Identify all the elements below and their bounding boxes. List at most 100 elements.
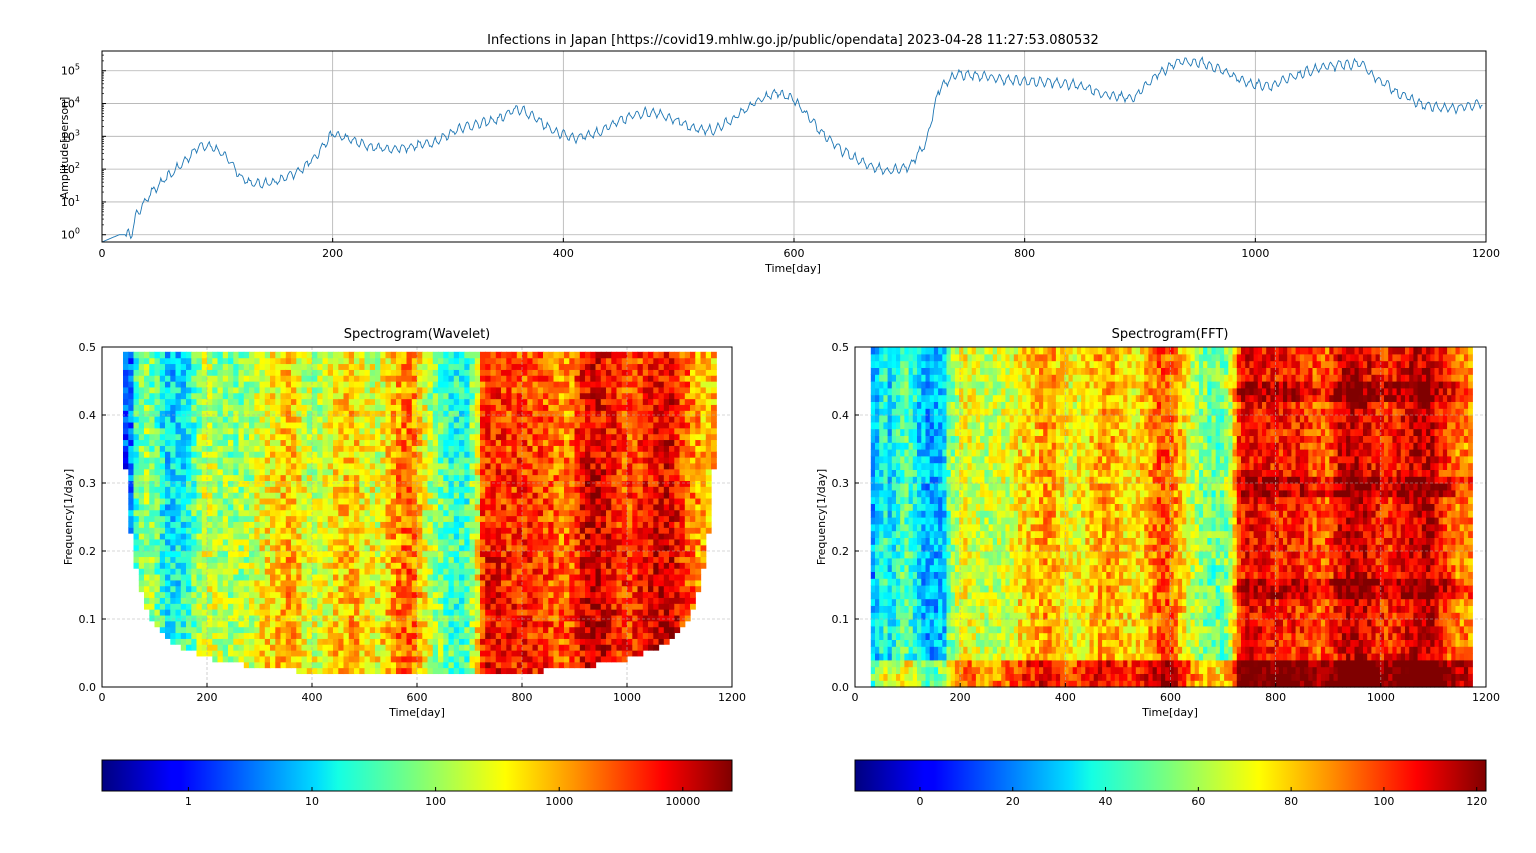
wavelet-cell bbox=[401, 556, 408, 563]
wavelet-cell bbox=[354, 644, 360, 651]
wavelet-cell bbox=[569, 369, 576, 376]
wavelet-cell bbox=[270, 591, 276, 598]
wavelet-cell bbox=[396, 591, 402, 598]
wavelet-cell bbox=[343, 603, 350, 610]
wavelet-cell bbox=[606, 486, 612, 493]
wavelet-cell bbox=[579, 644, 586, 651]
wavelet-cell bbox=[180, 480, 187, 487]
wavelet-cell bbox=[469, 568, 476, 575]
wavelet-cell bbox=[490, 351, 497, 359]
wavelet-cell bbox=[453, 468, 460, 476]
wavelet-cell bbox=[280, 369, 287, 376]
wavelet-cell bbox=[396, 457, 402, 464]
wavelet-cell bbox=[396, 445, 402, 452]
wavelet-cell bbox=[149, 503, 156, 511]
wavelet-cell bbox=[553, 556, 560, 563]
wavelet-cell bbox=[480, 626, 486, 634]
wavelet-cell bbox=[238, 498, 245, 505]
wavelet-cell bbox=[207, 363, 213, 370]
wavelet-cell bbox=[390, 650, 397, 657]
wavelet-cell bbox=[396, 381, 402, 388]
wavelet-cell bbox=[585, 468, 591, 476]
wavelet-cell bbox=[438, 498, 444, 505]
wavelet-cell bbox=[296, 351, 303, 359]
wavelet-cell bbox=[291, 439, 297, 446]
wavelet-cell bbox=[338, 650, 345, 657]
wavelet-cell bbox=[490, 410, 497, 417]
wavelet-cell bbox=[585, 509, 591, 517]
wavelet-cell bbox=[501, 351, 507, 359]
wavelet-cell bbox=[338, 492, 345, 499]
wavelet-cell bbox=[464, 579, 471, 587]
wavelet-cell bbox=[474, 392, 481, 400]
wavelet-cell bbox=[427, 614, 434, 622]
wavelet-cell bbox=[590, 404, 597, 411]
wavelet-cell bbox=[212, 527, 219, 534]
wavelet-cell bbox=[443, 579, 450, 587]
wavelet-cell bbox=[270, 427, 276, 435]
wavelet-cell bbox=[501, 503, 507, 511]
wavelet-cell bbox=[537, 381, 544, 388]
wavelet-cell bbox=[569, 468, 576, 476]
wavelet-cell bbox=[511, 427, 518, 435]
wavelet-cell bbox=[474, 421, 481, 429]
wavelet-cell bbox=[527, 503, 534, 511]
wavelet-cell bbox=[448, 392, 455, 400]
wavelet-cell bbox=[369, 521, 376, 528]
wavelet-cell bbox=[432, 357, 439, 365]
wavelet-cell bbox=[296, 556, 303, 563]
wavelet-cell bbox=[186, 433, 192, 441]
wavelet-cell bbox=[270, 439, 276, 446]
wavelet-cell bbox=[579, 609, 586, 616]
wavelet-cell bbox=[506, 457, 513, 464]
wavelet-cell bbox=[301, 574, 308, 581]
wavelet-cell bbox=[553, 574, 560, 581]
wavelet-cell bbox=[380, 416, 387, 423]
wavelet-cell bbox=[243, 404, 250, 411]
wavelet-cell bbox=[333, 544, 339, 552]
wavelet-cell bbox=[600, 433, 607, 441]
wavelet-cell bbox=[359, 433, 366, 441]
wavelet-cell bbox=[448, 550, 455, 558]
wavelet-cell bbox=[327, 614, 334, 622]
wavelet-cell bbox=[149, 515, 156, 522]
wavelet-cell bbox=[590, 661, 597, 669]
wavelet-cell bbox=[301, 503, 308, 511]
wavelet-cell bbox=[553, 568, 560, 575]
wavelet-cell bbox=[264, 515, 271, 522]
wavelet-cell bbox=[175, 568, 182, 575]
wavelet-cell bbox=[585, 474, 591, 482]
wavelet-cell bbox=[516, 544, 523, 552]
wavelet-cell bbox=[511, 667, 518, 675]
wavelet-cell bbox=[296, 462, 303, 470]
wavelet-cell bbox=[369, 538, 376, 546]
wavelet-cell bbox=[438, 369, 444, 376]
wavelet-cell bbox=[212, 351, 219, 359]
wavelet-cell bbox=[422, 609, 429, 616]
wavelet-cell bbox=[264, 591, 271, 598]
wavelet-cell bbox=[448, 427, 455, 435]
wavelet-cell bbox=[501, 427, 507, 435]
wavelet-cell bbox=[285, 375, 292, 382]
wavelet-cell bbox=[606, 468, 612, 476]
wavelet-cell bbox=[585, 375, 591, 382]
wavelet-cell bbox=[411, 445, 418, 452]
wavelet-cell bbox=[359, 404, 366, 411]
wavelet-cell bbox=[401, 357, 408, 365]
wavelet-cell bbox=[490, 585, 497, 593]
wavelet-cell bbox=[291, 386, 297, 394]
wavelet-cell bbox=[427, 632, 434, 639]
wavelet-cell bbox=[159, 404, 166, 411]
wavelet-cell bbox=[348, 591, 355, 598]
wavelet-cell bbox=[222, 375, 229, 382]
wavelet-cell bbox=[359, 550, 366, 558]
wavelet-cell bbox=[537, 521, 544, 528]
wavelet-cell bbox=[522, 603, 528, 610]
wavelet-cell bbox=[427, 626, 434, 634]
wavelet-cell bbox=[285, 427, 292, 435]
wavelet-cell bbox=[201, 445, 208, 452]
wavelet-cell bbox=[606, 533, 612, 540]
wavelet-cell bbox=[396, 433, 402, 441]
wavelet-cell bbox=[333, 538, 339, 546]
wavelet-cell bbox=[301, 638, 308, 645]
